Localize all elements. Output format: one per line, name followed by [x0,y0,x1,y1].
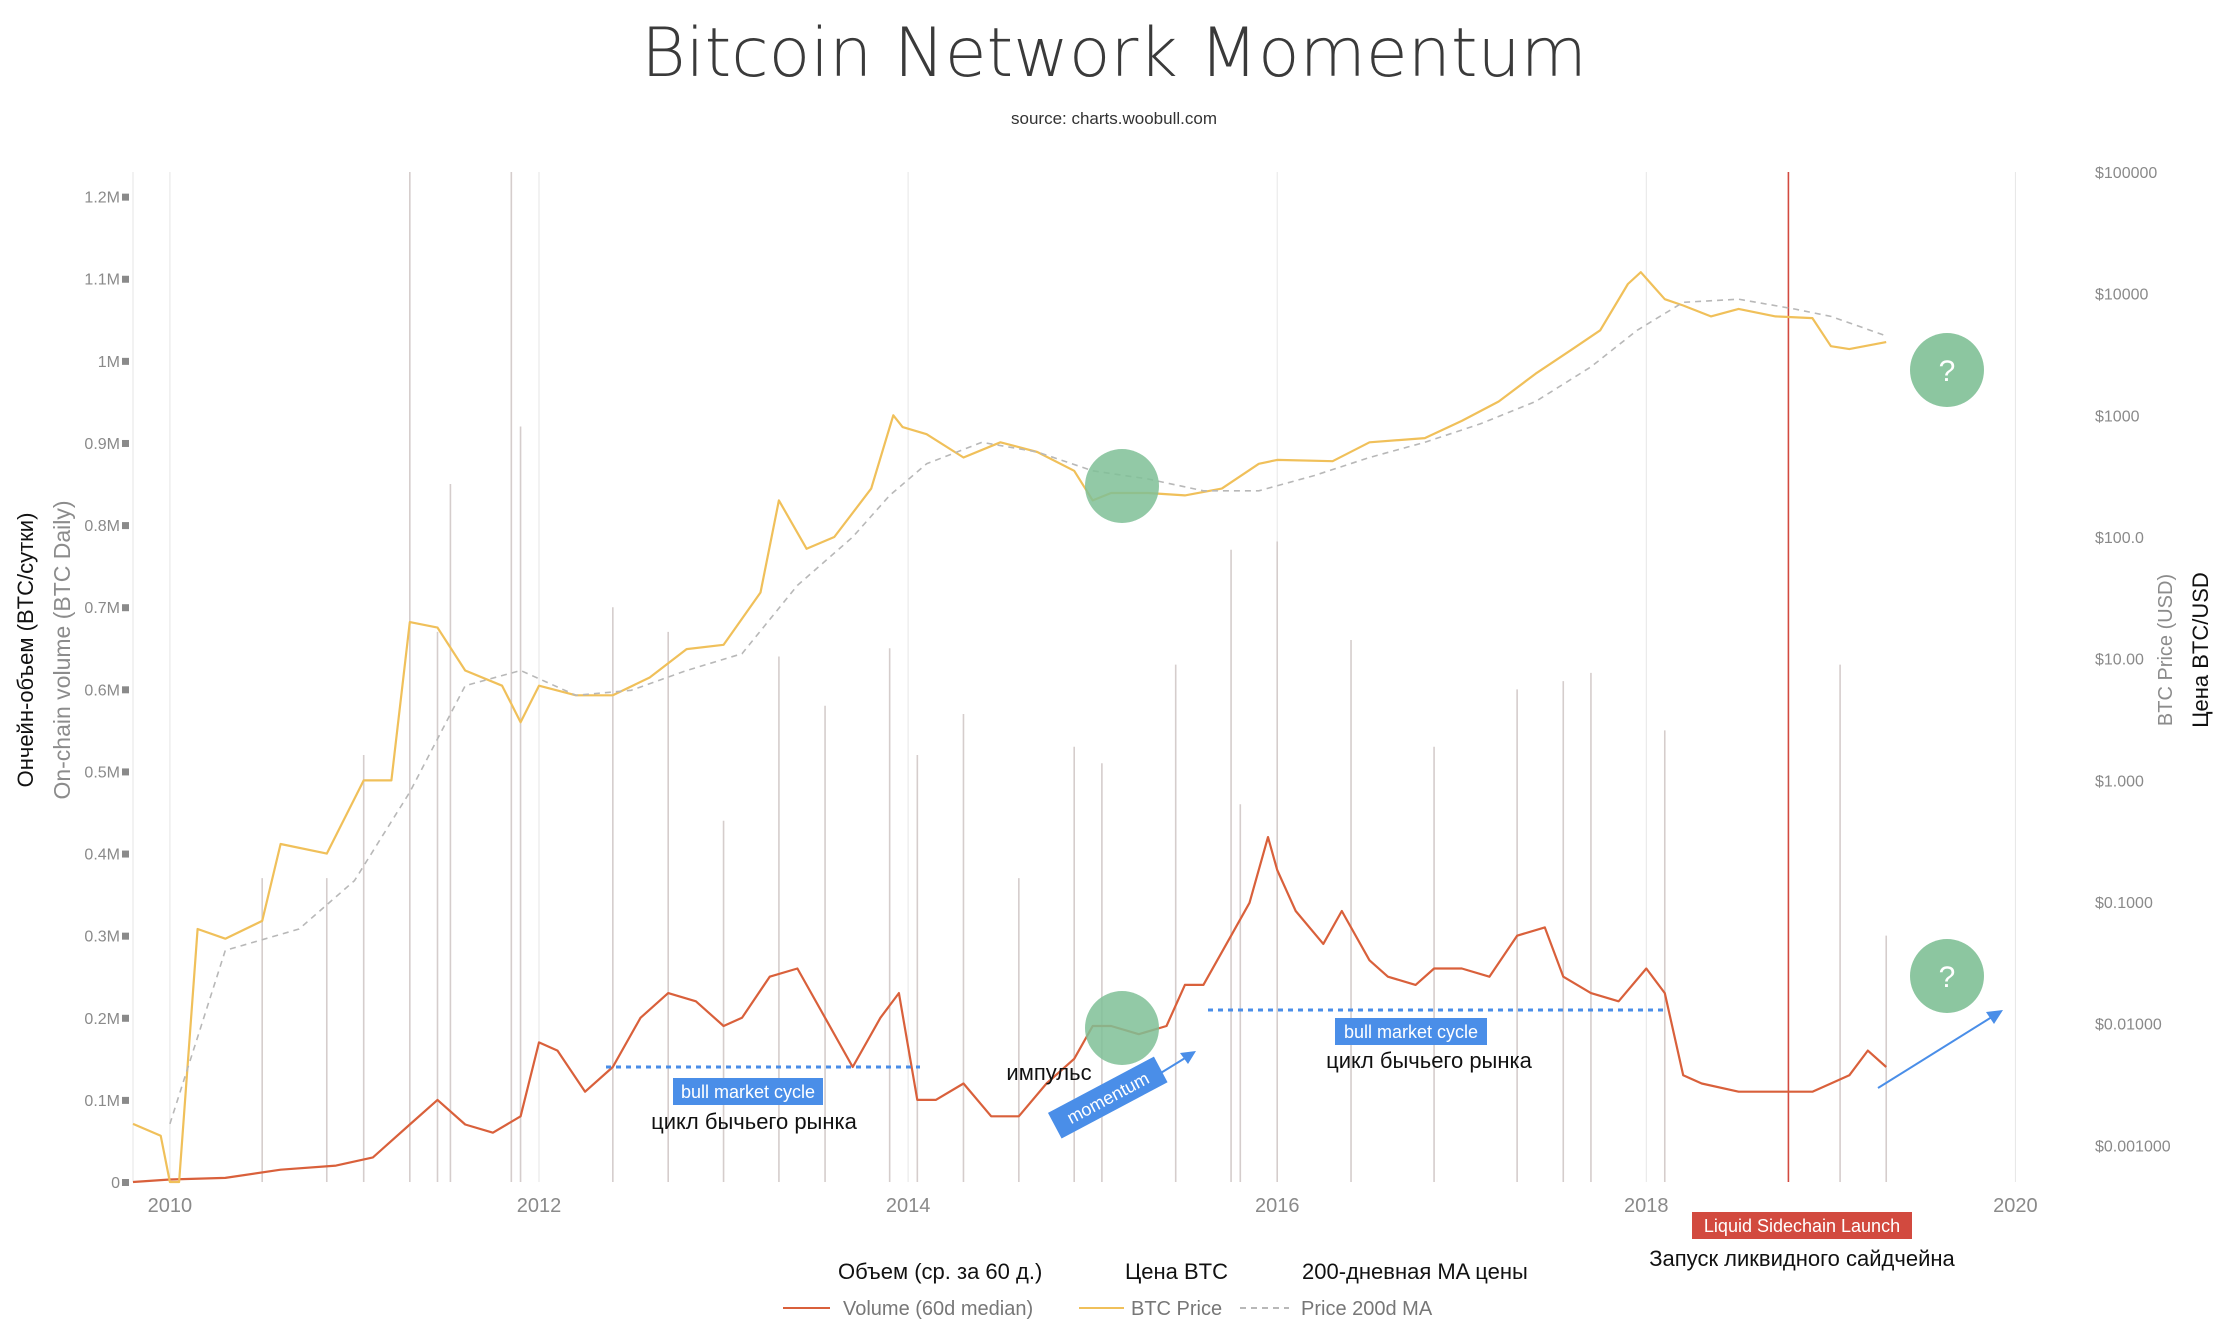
legend: Объем (ср. за 60 д.) Цена BTC 200-дневна… [783,1259,1528,1320]
y-right-tick-label: $1.000 [2095,773,2144,790]
y-right-title-en: BTC Price (USD) [2155,574,2177,726]
y-left-tick-label: 0 [111,1175,120,1192]
series-line-ma200 [169,298,1887,1125]
x-tick-label: 2014 [886,1195,931,1217]
y-left-tick-label: 0.6M [84,682,120,699]
chart-subtitle: source: charts.woobull.com [1011,109,1217,128]
y-right-tick-label: $100000 [2095,165,2157,182]
question-mark-bottom: ? [1939,961,1956,994]
y-left-tick-mark [122,1096,129,1104]
x-tick-label: 2010 [148,1195,193,1217]
bull-cycle-2-ru: цикл бычьего рынка [1326,1048,1532,1073]
series-line-price [132,271,1887,1184]
y-left-tick-label: 1.2M [84,190,120,207]
legend-label-price: BTC Price [1131,1298,1222,1320]
legend-label-ma: Price 200d MA [1301,1298,1433,1320]
y-right-tick-label: $100.0 [2095,530,2144,547]
y-left-tick-label: 1M [98,354,120,371]
marker-circle-price [1085,449,1159,523]
legend-ru-price: Цена BTC [1125,1259,1228,1284]
marker-circle-volume [1085,991,1159,1065]
y-left-tick-mark [122,357,129,365]
y-right-tick-label: $1000 [2095,408,2140,425]
y-left-tick-label: 0.3M [84,929,120,946]
y-left-tick-label: 1.1M [84,272,120,289]
sidechain-ru: Запуск ликвидного сайдчейна [1649,1246,1955,1271]
y-left-tick-mark [122,522,129,530]
grid-lines [132,172,2016,1182]
y-left-tick-mark [122,275,129,283]
future-arrow-line [1877,1014,1996,1089]
y-right-tick-label: $0.1000 [2095,895,2153,912]
sidechain-badge-text: Liquid Sidechain Launch [1704,1216,1900,1236]
y-right-tick-label: $10.00 [2095,652,2144,669]
y-left-tick-mark [122,1014,129,1022]
y-left-tick-mark [122,768,129,776]
y-right-tick-label: $0.01000 [2095,1017,2162,1034]
x-tick-label: 2018 [1624,1195,1669,1217]
momentum-badge [1047,1056,1168,1139]
y-left-tick-mark [122,193,129,201]
bull-cycle-1-ru: цикл бычьего рынка [651,1109,857,1134]
y-right-tick-label: $10000 [2095,287,2148,304]
axes: 2010 2012 2014 2016 2018 2020 1.2M 1.1M 1M 0.9M 0.… [84,165,2170,1217]
y-left-tick-mark [122,932,129,940]
y-left-tick-mark [122,850,129,858]
chart-title: Bitcoin Network Momentum [641,14,1587,93]
question-mark-top: ? [1939,355,1956,388]
y-left-tick-label: 0.2M [84,1011,120,1028]
sidechain-badge [1692,1212,1912,1239]
question-circle-bottom [1910,939,1984,1013]
momentum-ru: импульс [1006,1060,1091,1085]
bull-cycle-2-badge-text: bull market cycle [1344,1022,1478,1042]
y-left-tick-mark [122,439,129,447]
momentum-arrow-head [1180,1051,1196,1064]
y-left-tick-mark [122,686,129,694]
legend-ru-ma: 200-дневная MA цены [1302,1259,1528,1284]
y-left-tick-label: 0.7M [84,600,120,617]
y-left-title-en: On-chain volume (BTC Daily) [49,500,75,799]
y-left-title-ru: Ончейн-объем (BTC/сутки) [13,513,38,788]
bull-cycle-1-badge [673,1078,823,1105]
future-arrow-head [1986,1010,2003,1024]
y-left-tick-label: 0.1M [84,1093,120,1110]
y-left-tick-label: 0.4M [84,847,120,864]
y-right-tick-label: $0.001000 [2095,1138,2171,1155]
x-tick-label: 2016 [1255,1195,1300,1217]
x-tick-label: 2012 [517,1195,562,1217]
series-line-volume [132,835,1887,1184]
series-lines [132,172,1887,1184]
y-left-tick-label: 0.5M [84,764,120,781]
y-left-tick-mark [122,1179,129,1186]
y-right-title-ru: Цена BTC/USD [2188,572,2213,728]
x-tick-label: 2020 [1993,1195,2038,1217]
legend-label-volume: Volume (60d median) [843,1298,1033,1320]
y-left-tick-mark [122,604,129,612]
bull-cycle-1-badge-text: bull market cycle [681,1082,815,1102]
y-left-tick-label: 0.8M [84,518,120,535]
annotations: ?? bull market cycle цикл бычьего рынка bul… [606,333,2003,1271]
bull-cycle-2-badge [1335,1018,1487,1045]
volume-spikes [261,172,1888,1182]
question-circle-top [1910,333,1984,407]
legend-ru-volume: Объем (ср. за 60 д.) [838,1259,1042,1284]
y-left-tick-label: 0.9M [84,436,120,453]
